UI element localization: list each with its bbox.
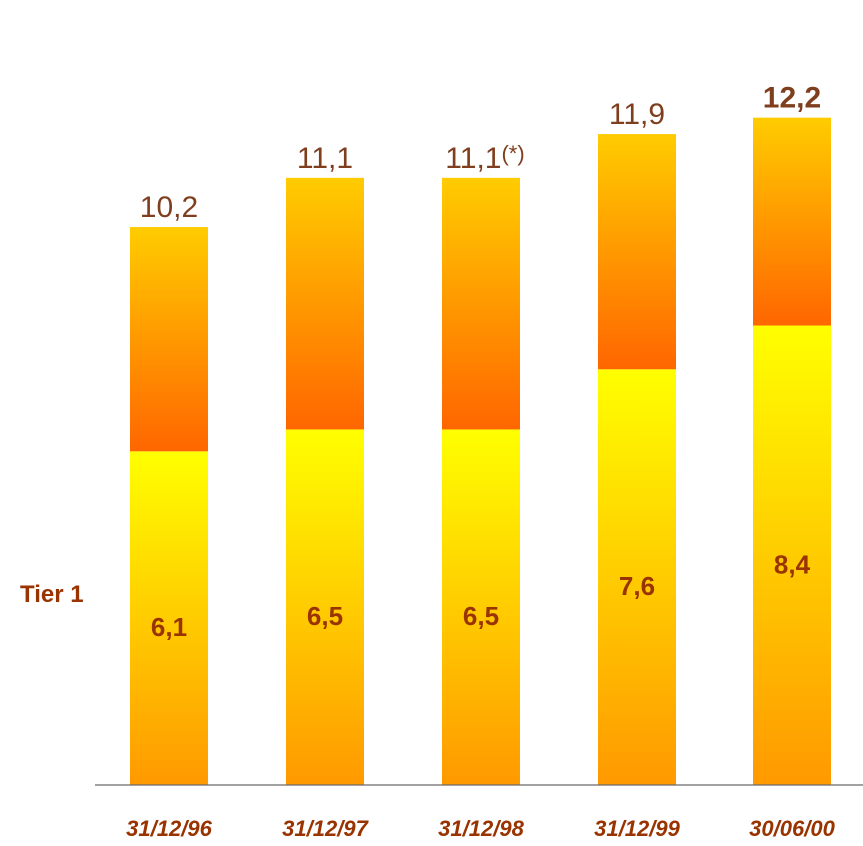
x-category-label: 30/06/00	[749, 816, 835, 841]
total-value-label: 11,9	[609, 98, 665, 131]
tier1-value-label: 6,5	[463, 601, 499, 631]
total-value-label: 10,2	[140, 191, 198, 224]
x-category-label: 31/12/96	[126, 816, 212, 841]
bar-upper	[286, 177, 364, 430]
bar-tier1	[753, 325, 831, 785]
total-value-label: 11,1	[297, 142, 353, 175]
x-labels-group: 31/12/96 31/12/97 31/12/98 31/12/99 30/06/00	[126, 816, 835, 841]
bar-tier1	[286, 429, 364, 785]
bar-upper	[598, 134, 676, 370]
tier1-value-label: 7,6	[619, 571, 655, 601]
tier1-value-label: 6,5	[307, 601, 343, 631]
tier1-label: Tier 1	[20, 581, 84, 608]
bar-upper	[753, 117, 831, 326]
bars-group: 6,1 10,2 6,5 11,1 6,5 11,1(*) 7,6 11,9 8,4 12,2	[130, 82, 831, 785]
tier1-value-label: 8,4	[774, 549, 811, 579]
total-value-label: 11,1(*)	[445, 141, 524, 175]
tier1-value-label: 6,1	[151, 612, 187, 642]
bar-tier1	[442, 429, 520, 785]
total-value-label: 12,2	[763, 82, 821, 115]
x-category-label: 31/12/98	[438, 816, 524, 841]
bar-upper	[442, 177, 520, 430]
bar-upper	[130, 227, 208, 452]
bar-tier1	[598, 369, 676, 785]
x-category-label: 31/12/97	[282, 816, 369, 841]
bar-tier1	[130, 451, 208, 785]
x-category-label: 31/12/99	[594, 816, 680, 841]
